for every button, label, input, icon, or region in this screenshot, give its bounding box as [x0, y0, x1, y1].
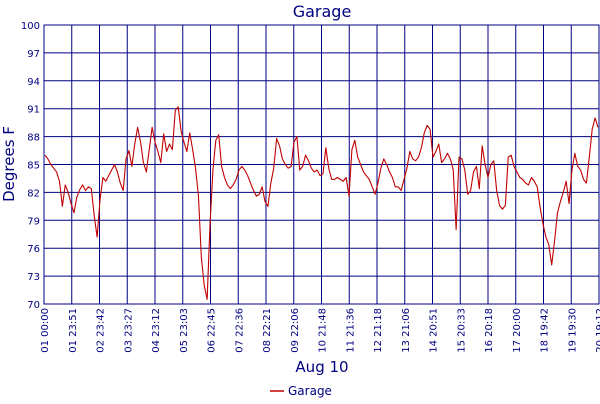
y-tick-label: 85	[27, 161, 40, 172]
x-tick-label: 18 19:42	[540, 308, 551, 353]
x-tick-label: 03 23:27	[123, 308, 134, 353]
y-tick-label: 73	[27, 272, 40, 283]
y-tick-label: 79	[27, 216, 40, 227]
x-axis-label: Aug 10	[295, 358, 348, 376]
x-tick-label: 13 21:06	[401, 308, 412, 353]
x-tick-label: 10 21:48	[318, 308, 329, 353]
y-tick-label: 94	[27, 77, 40, 88]
series-line-garage	[44, 106, 599, 300]
legend: Garage	[270, 384, 332, 398]
y-tick-label: 76	[27, 244, 40, 255]
x-tick-label: 01 00:00	[40, 308, 51, 353]
x-tick-label: 20 19:12	[595, 308, 600, 353]
y-tick-label: 88	[27, 133, 40, 144]
y-tick-label: 70	[27, 300, 40, 311]
x-tick-label: 17 20:00	[512, 308, 523, 353]
chart-title: Garage	[293, 2, 352, 21]
y-tick-label: 100	[21, 21, 40, 32]
x-tick-label: 09 22:06	[290, 308, 301, 353]
y-axis-label: Degrees F	[0, 126, 18, 202]
x-tick-label: 19 19:30	[567, 308, 578, 353]
x-tick-label: 01 23:51	[68, 308, 79, 353]
x-tick-label: 15 20:33	[456, 308, 467, 353]
x-tick-label: 04 23:12	[151, 308, 162, 353]
plot-border	[43, 24, 600, 305]
series-layer	[44, 106, 599, 300]
x-tick-label: 05 23:03	[179, 308, 190, 353]
y-axis-ticks: 70 73 76 79 82 85 88 91 94 97 100	[21, 21, 40, 311]
y-tick-label: 97	[27, 49, 40, 60]
y-tick-label: 82	[27, 188, 40, 199]
x-tick-label: 11 21:36	[345, 308, 356, 353]
x-tick-label: 12 21:18	[373, 308, 384, 353]
x-tick-label: 14 20:51	[429, 308, 440, 353]
y-tick-label: 91	[27, 105, 40, 116]
x-tick-label: 06 22:45	[207, 308, 218, 353]
legend-entry: Garage	[288, 384, 332, 398]
x-tick-label: 16 20:18	[484, 308, 495, 353]
x-tick-label: 02 23:42	[96, 308, 107, 353]
x-tick-label: 07 22:36	[234, 308, 245, 353]
x-tick-label: 08 22:21	[262, 308, 273, 353]
x-axis-ticks: 01 00:00 01 23:51 02 23:42 03 23:27 04 23:12…	[40, 308, 600, 353]
grid	[43, 24, 600, 305]
